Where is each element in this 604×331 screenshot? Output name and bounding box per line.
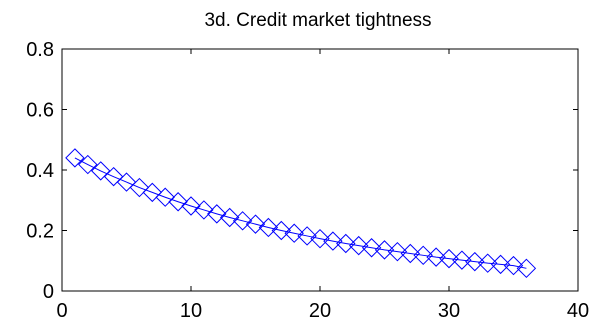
- data-point-diamond: [452, 250, 472, 270]
- data-point-diamond: [245, 214, 266, 234]
- data-point-diamond: [297, 226, 317, 246]
- data-point-diamond: [374, 240, 395, 260]
- y-tick-label: 0: [43, 281, 54, 303]
- data-point-diamond: [65, 148, 85, 168]
- y-tick-label: 0.4: [26, 160, 54, 182]
- data-point-diamond: [413, 245, 433, 266]
- data-point-diamond: [439, 248, 459, 269]
- data-point-diamond: [336, 233, 356, 254]
- data-point-diamond: [465, 251, 485, 272]
- data-point-diamond: [78, 154, 98, 175]
- x-tick-label: 0: [56, 300, 67, 322]
- data-point-diamond: [155, 187, 175, 207]
- data-point-diamond: [258, 217, 279, 238]
- data-point-diamond: [426, 247, 446, 267]
- series-line: [74, 157, 527, 269]
- data-point-diamond: [142, 182, 163, 203]
- data-point-diamond: [116, 172, 137, 192]
- chart-title: 3d. Credit market tightness: [204, 10, 431, 31]
- data-point-diamond: [194, 200, 214, 220]
- data-point-diamond: [323, 231, 343, 251]
- data-point-diamond: [219, 207, 240, 228]
- data-point-diamond: [516, 258, 537, 279]
- data-point-diamond: [284, 223, 304, 243]
- data-point-diamond: [168, 192, 188, 212]
- x-tick-label: 20: [309, 300, 331, 322]
- data-point-diamond: [400, 243, 421, 264]
- data-point-diamond: [490, 254, 511, 275]
- data-point-diamond: [361, 238, 382, 258]
- y-tick-label: 0.2: [26, 221, 54, 243]
- x-tick-label: 30: [438, 300, 460, 322]
- data-point-diamond: [207, 204, 227, 224]
- x-tick-label: 40: [567, 300, 589, 322]
- data-point-diamond: [90, 161, 111, 181]
- data-point-diamond: [387, 241, 408, 262]
- data-point-diamond: [181, 196, 201, 216]
- y-tick-label: 0.8: [26, 39, 54, 61]
- data-point-diamond: [232, 211, 253, 231]
- data-point-diamond: [129, 177, 150, 198]
- series-layer: [65, 148, 537, 279]
- data-point-diamond: [271, 220, 292, 241]
- data-point-diamond: [477, 253, 498, 273]
- data-point-diamond: [503, 255, 524, 276]
- x-tick-label: 10: [180, 300, 202, 322]
- data-point-diamond: [103, 166, 124, 187]
- y-tick-label: 0.6: [26, 100, 54, 122]
- axis-ticks: 0 10 20 30 40 0 0.2 0.4 0.6 0.8: [26, 39, 589, 322]
- data-point-diamond: [310, 228, 330, 249]
- data-point-diamond: [348, 235, 369, 256]
